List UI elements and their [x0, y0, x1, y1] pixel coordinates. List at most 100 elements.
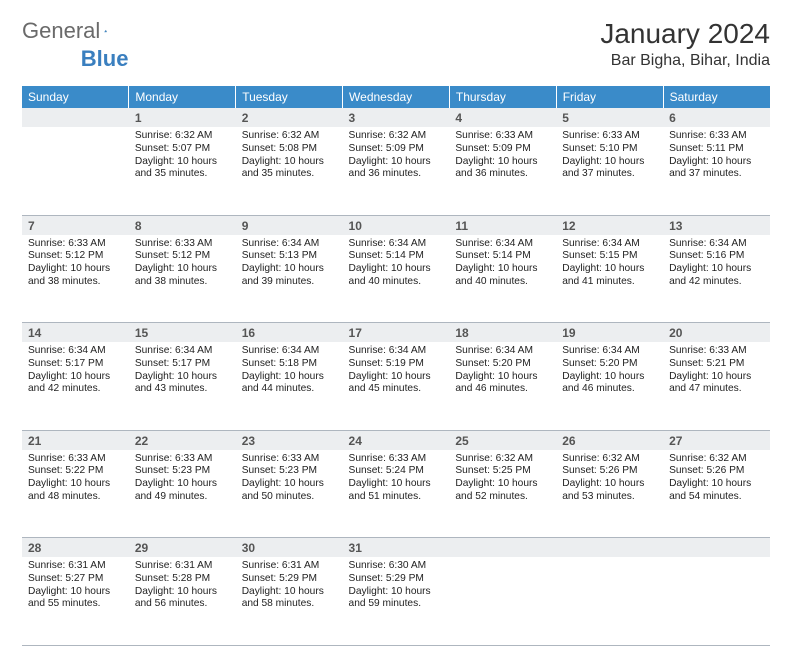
day2-text: and 36 minutes. — [455, 168, 550, 181]
day1-text: Daylight: 10 hours — [562, 371, 657, 384]
day-number-cell: 13 — [663, 215, 770, 235]
daynum-row: 78910111213 — [22, 215, 770, 235]
day1-text: Daylight: 10 hours — [669, 371, 764, 384]
day-number-cell — [22, 108, 129, 127]
day-cell: Sunrise: 6:34 AMSunset: 5:17 PMDaylight:… — [22, 342, 129, 430]
day2-text: and 46 minutes. — [455, 383, 550, 396]
day-number-cell — [556, 538, 663, 558]
day2-text: and 50 minutes. — [242, 491, 337, 504]
day2-text: and 36 minutes. — [349, 168, 444, 181]
day1-text: Daylight: 10 hours — [669, 156, 764, 169]
sunrise-text: Sunrise: 6:32 AM — [562, 453, 657, 466]
day2-text: and 45 minutes. — [349, 383, 444, 396]
day-number-cell: 27 — [663, 430, 770, 450]
day2-text: and 37 minutes. — [562, 168, 657, 181]
sunrise-text: Sunrise: 6:34 AM — [349, 345, 444, 358]
day-number-cell: 26 — [556, 430, 663, 450]
day-cell: Sunrise: 6:33 AMSunset: 5:09 PMDaylight:… — [449, 127, 556, 215]
day1-text: Daylight: 10 hours — [242, 478, 337, 491]
day2-text: and 55 minutes. — [28, 598, 123, 611]
weekday-header-row: SundayMondayTuesdayWednesdayThursdayFrid… — [22, 86, 770, 108]
day-number-cell: 9 — [236, 215, 343, 235]
day-number-cell: 3 — [343, 108, 450, 127]
sunrise-text: Sunrise: 6:33 AM — [669, 130, 764, 143]
weekday-header: Thursday — [449, 86, 556, 108]
day-number-cell: 16 — [236, 323, 343, 343]
daynum-row: 21222324252627 — [22, 430, 770, 450]
day-cell: Sunrise: 6:32 AMSunset: 5:07 PMDaylight:… — [129, 127, 236, 215]
day1-text: Daylight: 10 hours — [349, 371, 444, 384]
day2-text: and 42 minutes. — [669, 276, 764, 289]
day1-text: Daylight: 10 hours — [349, 156, 444, 169]
sunset-text: Sunset: 5:09 PM — [455, 143, 550, 156]
day-cell — [663, 557, 770, 645]
sunrise-text: Sunrise: 6:34 AM — [28, 345, 123, 358]
day1-text: Daylight: 10 hours — [135, 371, 230, 384]
day-number-cell: 29 — [129, 538, 236, 558]
week-row: Sunrise: 6:33 AMSunset: 5:22 PMDaylight:… — [22, 450, 770, 538]
day1-text: Daylight: 10 hours — [135, 156, 230, 169]
sunrise-text: Sunrise: 6:33 AM — [349, 453, 444, 466]
day2-text: and 52 minutes. — [455, 491, 550, 504]
day-cell: Sunrise: 6:34 AMSunset: 5:14 PMDaylight:… — [343, 235, 450, 323]
day-cell — [22, 127, 129, 215]
day2-text: and 40 minutes. — [455, 276, 550, 289]
day2-text: and 46 minutes. — [562, 383, 657, 396]
sunrise-text: Sunrise: 6:33 AM — [135, 238, 230, 251]
day-number-cell: 11 — [449, 215, 556, 235]
day1-text: Daylight: 10 hours — [28, 586, 123, 599]
day-number-cell: 28 — [22, 538, 129, 558]
sunset-text: Sunset: 5:19 PM — [349, 358, 444, 371]
day2-text: and 56 minutes. — [135, 598, 230, 611]
day2-text: and 35 minutes. — [242, 168, 337, 181]
day1-text: Daylight: 10 hours — [242, 263, 337, 276]
day2-text: and 37 minutes. — [669, 168, 764, 181]
sunset-text: Sunset: 5:27 PM — [28, 573, 123, 586]
day-number-cell: 6 — [663, 108, 770, 127]
sunrise-text: Sunrise: 6:32 AM — [455, 453, 550, 466]
daynum-row: 14151617181920 — [22, 323, 770, 343]
day-cell: Sunrise: 6:33 AMSunset: 5:23 PMDaylight:… — [129, 450, 236, 538]
sunset-text: Sunset: 5:17 PM — [135, 358, 230, 371]
weekday-header: Wednesday — [343, 86, 450, 108]
sunset-text: Sunset: 5:20 PM — [562, 358, 657, 371]
week-row: Sunrise: 6:32 AMSunset: 5:07 PMDaylight:… — [22, 127, 770, 215]
day-number-cell: 15 — [129, 323, 236, 343]
day1-text: Daylight: 10 hours — [242, 156, 337, 169]
day-cell: Sunrise: 6:34 AMSunset: 5:20 PMDaylight:… — [556, 342, 663, 430]
sunset-text: Sunset: 5:26 PM — [669, 465, 764, 478]
sunrise-text: Sunrise: 6:34 AM — [455, 345, 550, 358]
day-cell: Sunrise: 6:34 AMSunset: 5:19 PMDaylight:… — [343, 342, 450, 430]
day1-text: Daylight: 10 hours — [669, 478, 764, 491]
day-cell — [449, 557, 556, 645]
day1-text: Daylight: 10 hours — [28, 263, 123, 276]
day1-text: Daylight: 10 hours — [242, 586, 337, 599]
sunset-text: Sunset: 5:14 PM — [455, 250, 550, 263]
day-cell: Sunrise: 6:32 AMSunset: 5:26 PMDaylight:… — [556, 450, 663, 538]
day-number-cell: 1 — [129, 108, 236, 127]
day2-text: and 49 minutes. — [135, 491, 230, 504]
sunset-text: Sunset: 5:13 PM — [242, 250, 337, 263]
sunset-text: Sunset: 5:29 PM — [242, 573, 337, 586]
day2-text: and 38 minutes. — [28, 276, 123, 289]
sunset-text: Sunset: 5:23 PM — [135, 465, 230, 478]
sunset-text: Sunset: 5:11 PM — [669, 143, 764, 156]
daynum-row: 28293031 — [22, 538, 770, 558]
sunrise-text: Sunrise: 6:33 AM — [28, 453, 123, 466]
day1-text: Daylight: 10 hours — [135, 478, 230, 491]
day1-text: Daylight: 10 hours — [455, 478, 550, 491]
day-cell: Sunrise: 6:32 AMSunset: 5:25 PMDaylight:… — [449, 450, 556, 538]
day1-text: Daylight: 10 hours — [455, 371, 550, 384]
brand-part2: Blue — [81, 46, 129, 72]
week-row: Sunrise: 6:34 AMSunset: 5:17 PMDaylight:… — [22, 342, 770, 430]
title-block: January 2024 Bar Bigha, Bihar, India — [600, 18, 770, 70]
daynum-row: 123456 — [22, 108, 770, 127]
sunrise-text: Sunrise: 6:32 AM — [669, 453, 764, 466]
day-number-cell: 12 — [556, 215, 663, 235]
sunrise-text: Sunrise: 6:33 AM — [562, 130, 657, 143]
weekday-header: Monday — [129, 86, 236, 108]
day1-text: Daylight: 10 hours — [455, 156, 550, 169]
day-number-cell: 31 — [343, 538, 450, 558]
day-cell: Sunrise: 6:33 AMSunset: 5:23 PMDaylight:… — [236, 450, 343, 538]
sunrise-text: Sunrise: 6:33 AM — [669, 345, 764, 358]
